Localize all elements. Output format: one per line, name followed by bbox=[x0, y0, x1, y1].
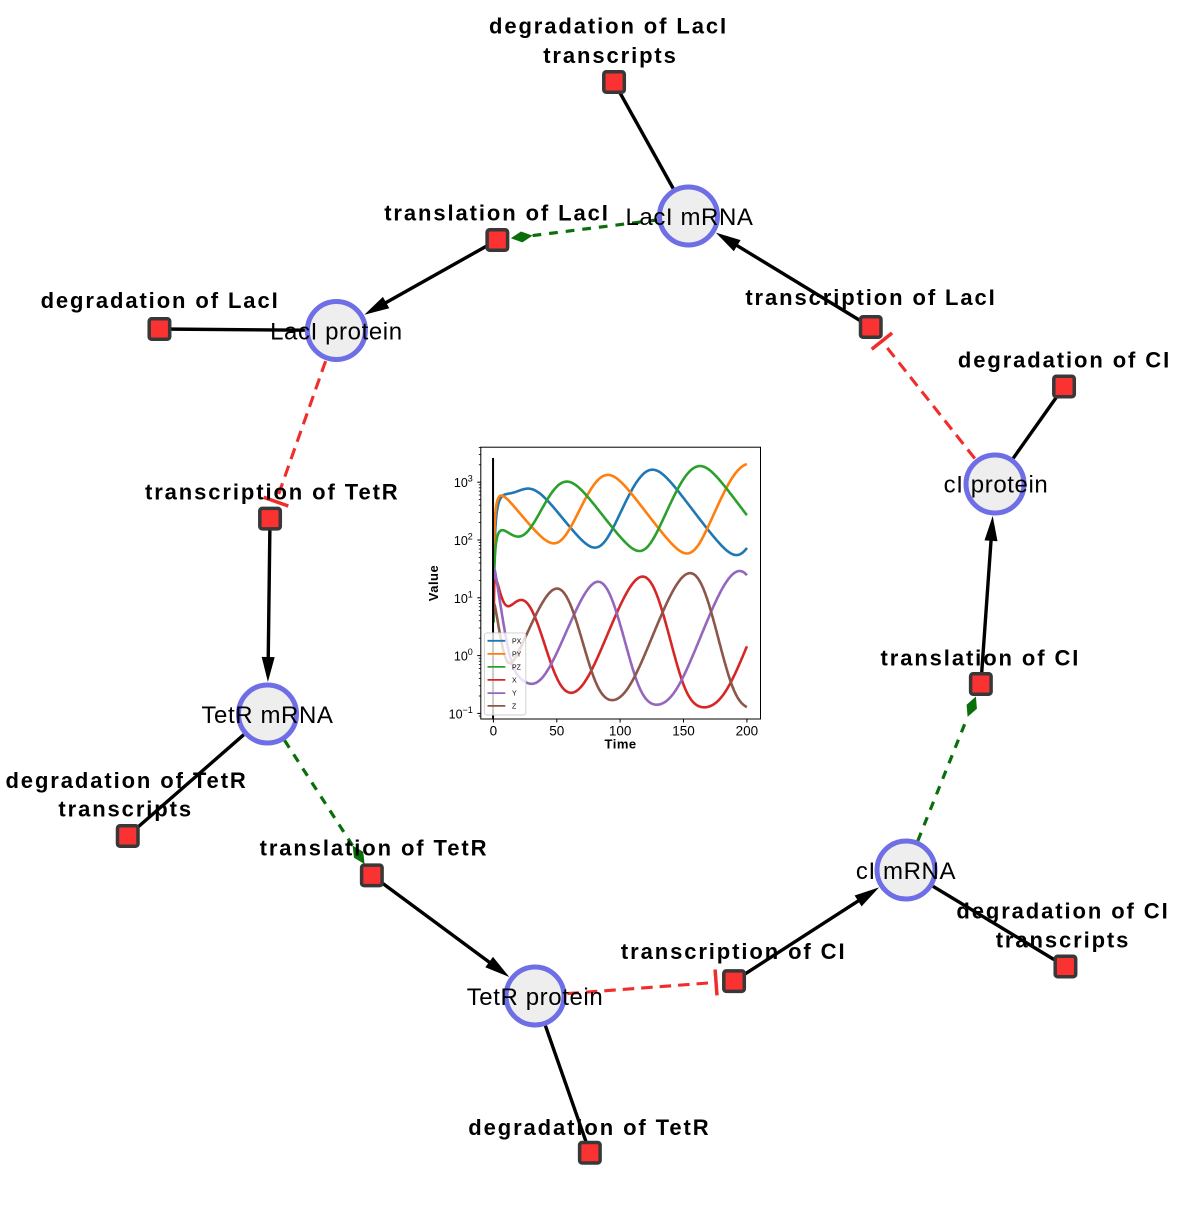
svg-text:cI mRNA: cI mRNA bbox=[856, 858, 956, 885]
svg-text:101: 101 bbox=[454, 589, 473, 606]
svg-text:TetR mRNA: TetR mRNA bbox=[201, 702, 333, 729]
svg-text:Y: Y bbox=[512, 691, 517, 698]
svg-text:10−1: 10−1 bbox=[449, 705, 473, 722]
svg-text:degradation of LacI: degradation of LacI bbox=[489, 14, 728, 39]
svg-text:TetR protein: TetR protein bbox=[467, 984, 604, 1011]
svg-text:100: 100 bbox=[609, 724, 632, 739]
svg-text:translation of LacI: translation of LacI bbox=[384, 200, 610, 225]
svg-text:150: 150 bbox=[672, 724, 695, 739]
svg-text:degradation of CI: degradation of CI bbox=[956, 898, 1169, 923]
svg-text:200: 200 bbox=[736, 724, 759, 739]
svg-text:transcription of TetR: transcription of TetR bbox=[145, 480, 400, 505]
svg-text:transcripts: transcripts bbox=[58, 796, 193, 821]
svg-text:transcription of LacI: transcription of LacI bbox=[745, 285, 996, 310]
svg-text:PY: PY bbox=[512, 651, 522, 658]
svg-text:LacI mRNA: LacI mRNA bbox=[625, 204, 753, 231]
svg-text:translation of TetR: translation of TetR bbox=[260, 836, 489, 861]
svg-text:degradation of TetR: degradation of TetR bbox=[5, 768, 247, 793]
svg-text:transcripts: transcripts bbox=[543, 43, 678, 68]
svg-text:Time: Time bbox=[605, 737, 637, 752]
svg-text:degradation of CI: degradation of CI bbox=[958, 348, 1171, 373]
svg-text:PZ: PZ bbox=[512, 664, 522, 671]
svg-text:degradation of LacI: degradation of LacI bbox=[41, 288, 280, 313]
svg-text:PX: PX bbox=[512, 638, 522, 645]
svg-text:degradation of TetR: degradation of TetR bbox=[468, 1115, 710, 1140]
svg-text:cI protein: cI protein bbox=[944, 472, 1049, 499]
svg-text:103: 103 bbox=[454, 474, 473, 491]
svg-text:0: 0 bbox=[490, 724, 498, 739]
svg-text:50: 50 bbox=[549, 724, 564, 739]
svg-text:100: 100 bbox=[454, 647, 473, 664]
svg-text:LacI protein: LacI protein bbox=[270, 319, 403, 346]
svg-text:Z: Z bbox=[512, 703, 517, 710]
svg-text:translation of CI: translation of CI bbox=[881, 646, 1081, 671]
svg-text:102: 102 bbox=[454, 532, 473, 549]
svg-text:X: X bbox=[512, 677, 517, 684]
svg-text:transcription of CI: transcription of CI bbox=[621, 939, 847, 964]
svg-text:transcripts: transcripts bbox=[996, 928, 1131, 953]
svg-text:Value: Value bbox=[426, 565, 441, 601]
